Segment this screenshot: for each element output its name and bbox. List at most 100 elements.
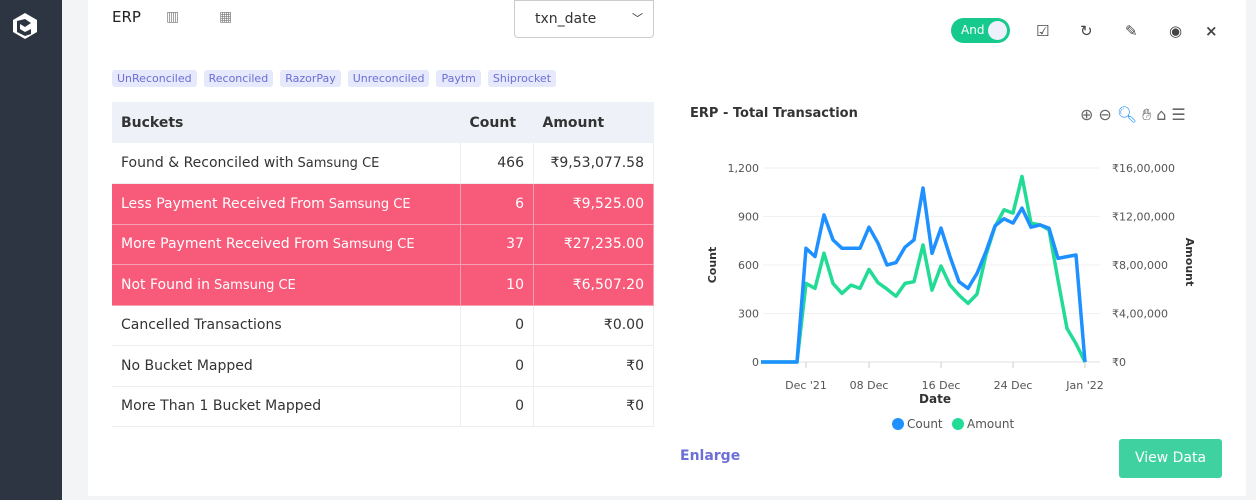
chart-toolbar: ⊕ ⊖ 🔍︎ ✋︎ ⌂ ☰	[1080, 105, 1186, 125]
count-cell: 0	[460, 386, 534, 427]
y2-tick-label: ₹8,00,000	[1112, 259, 1168, 272]
tag-list: UnReconciled Reconciled RazorPay Unrecon…	[112, 70, 557, 87]
amount-cell: ₹0.00	[533, 305, 654, 346]
home-icon[interactable]: ⌂	[1156, 105, 1167, 124]
series-line-amount[interactable]	[761, 174, 1087, 364]
legend-marker[interactable]	[952, 418, 964, 430]
sidebar	[0, 0, 62, 500]
bucket-name: More Than 1 Bucket Mapped	[112, 386, 461, 427]
enlarge-link[interactable]: Enlarge	[680, 448, 741, 464]
tag[interactable]: RazorPay	[280, 70, 341, 87]
tag[interactable]: Shiprocket	[487, 70, 557, 87]
menu-icon[interactable]: ☰	[1171, 105, 1186, 124]
table-row[interactable]: More Than 1 Bucket Mapped 0 ₹0	[112, 386, 654, 427]
col-count: Count	[460, 102, 534, 143]
count-cell: 0	[460, 305, 534, 346]
tag[interactable]: UnReconciled	[112, 70, 197, 87]
y-tick-label: 300	[738, 308, 759, 321]
entity-name: Samsung CE	[328, 196, 411, 212]
bucket-label: Cancelled Transactions	[121, 317, 282, 334]
chevron-down-icon: ﹀	[632, 12, 643, 25]
bucket-label: No Bucket Mapped	[121, 357, 253, 374]
and-toggle[interactable]: And	[951, 18, 1010, 43]
bucket-label: More Payment Received From	[121, 236, 329, 253]
edit-icon[interactable]: ✎	[1125, 22, 1138, 40]
amount-cell: ₹0	[533, 386, 654, 427]
y2-axis-title: Amount	[1183, 238, 1196, 286]
amount-cell: ₹9,53,077.58	[533, 143, 654, 184]
table-row[interactable]: Cancelled Transactions 0 ₹0.00	[112, 305, 654, 346]
count-cell: 10	[460, 264, 534, 306]
zoom-select-icon[interactable]: 🔍︎	[1116, 105, 1138, 124]
series-line-count[interactable]	[761, 186, 1087, 364]
bar-chart-icon[interactable]: ▥	[166, 9, 180, 25]
entity-name: Samsung CE	[213, 277, 296, 293]
zoom-in-icon[interactable]: ⊕	[1080, 105, 1094, 124]
col-amount: Amount	[533, 102, 654, 143]
table-icon[interactable]: ▦	[219, 9, 233, 25]
tag[interactable]: Reconciled	[203, 70, 274, 87]
count-cell: 0	[460, 345, 534, 387]
selected-value: txn_date	[535, 11, 597, 27]
bucket-name: Not Found in Samsung CE	[112, 264, 461, 306]
y-tick-label: 900	[738, 211, 759, 224]
bucket-label: Not Found in	[121, 276, 210, 293]
amount-cell: ₹6,507.20	[533, 264, 654, 306]
y2-tick-label: ₹0	[1112, 356, 1126, 369]
y2-tick-label: ₹16,00,000	[1112, 162, 1175, 175]
entity-name: Samsung CE	[297, 156, 380, 171]
buckets-table: Buckets Count Amount Found & Reconciled …	[112, 102, 654, 427]
count-cell: 466	[460, 143, 534, 184]
y2-tick-label: ₹4,00,000	[1112, 308, 1168, 321]
col-buckets: Buckets	[112, 102, 461, 143]
line-chart: 0 ₹0 300 ₹4,00,000 600 ₹8,00,000 900 ₹12,00,000…	[706, 162, 1196, 431]
bucket-name: Found & Reconciled with Samsung CE	[112, 143, 461, 184]
table-row[interactable]: Not Found in Samsung CE 10 ₹6,507.20	[112, 264, 654, 306]
table-row[interactable]: No Bucket Mapped 0 ₹0	[112, 345, 654, 387]
x-tick-label: Jan '22	[1065, 379, 1103, 392]
checkbox-icon[interactable]: ☑	[1036, 22, 1050, 40]
legend-label[interactable]: Amount	[967, 417, 1014, 431]
x-tick-label: 08 Dec	[850, 379, 889, 392]
tag[interactable]: Paytm	[436, 70, 481, 87]
x-tick-label: 24 Dec	[994, 379, 1033, 392]
y-tick-label: 1,200	[728, 162, 760, 175]
legend-marker[interactable]	[892, 418, 904, 430]
chart-title: ERP - Total Transaction	[690, 106, 858, 121]
bucket-label: More Than 1 Bucket Mapped	[121, 398, 322, 415]
bucket-name: No Bucket Mapped	[112, 345, 461, 387]
entity-name: Samsung CE	[332, 237, 415, 253]
amount-cell: ₹0	[533, 345, 654, 387]
amount-cell: ₹9,525.00	[533, 183, 654, 225]
bucket-label: Found & Reconciled with	[121, 155, 294, 171]
table-row[interactable]: Found & Reconciled with Samsung CE 466 ₹9,5…	[112, 143, 654, 184]
count-cell: 6	[460, 183, 534, 225]
zoom-out-icon[interactable]: ⊖	[1098, 105, 1112, 124]
y2-tick-label: ₹12,00,000	[1112, 211, 1175, 224]
table-row[interactable]: More Payment Received From Samsung CE 37 ₹2…	[112, 224, 654, 265]
bucket-label: Less Payment Received From	[121, 195, 325, 212]
bucket-name: Cancelled Transactions	[112, 305, 461, 346]
bucket-name: More Payment Received From Samsung CE	[112, 224, 461, 265]
pan-icon[interactable]: ✋︎	[1142, 105, 1152, 124]
app-logo[interactable]	[12, 12, 38, 40]
toggle-knob	[988, 21, 1007, 40]
bucket-name: Less Payment Received From Samsung CE	[112, 183, 461, 225]
amount-cell: ₹27,235.00	[533, 224, 654, 265]
refresh-icon[interactable]: ↻	[1080, 22, 1093, 40]
close-icon[interactable]: ×	[1205, 22, 1218, 40]
view-data-button[interactable]: View Data	[1119, 439, 1222, 478]
widget-title: ERP	[112, 8, 141, 26]
y-tick-label: 600	[738, 259, 759, 272]
tag[interactable]: Unreconciled	[347, 70, 430, 87]
y-tick-label: 0	[752, 356, 759, 369]
toggle-label: And	[961, 23, 985, 37]
x-tick-label: 16 Dec	[922, 379, 961, 392]
date-field-select[interactable]: txn_date ﹀	[514, 0, 654, 38]
x-tick-label: Dec '21	[785, 379, 827, 392]
legend-label[interactable]: Count	[907, 417, 943, 431]
y-axis-title: Count	[706, 247, 719, 284]
eye-icon[interactable]: ◉	[1169, 22, 1183, 40]
x-axis-title: Date	[919, 392, 951, 406]
table-row[interactable]: Less Payment Received From Samsung CE 6 ₹9,…	[112, 183, 654, 225]
